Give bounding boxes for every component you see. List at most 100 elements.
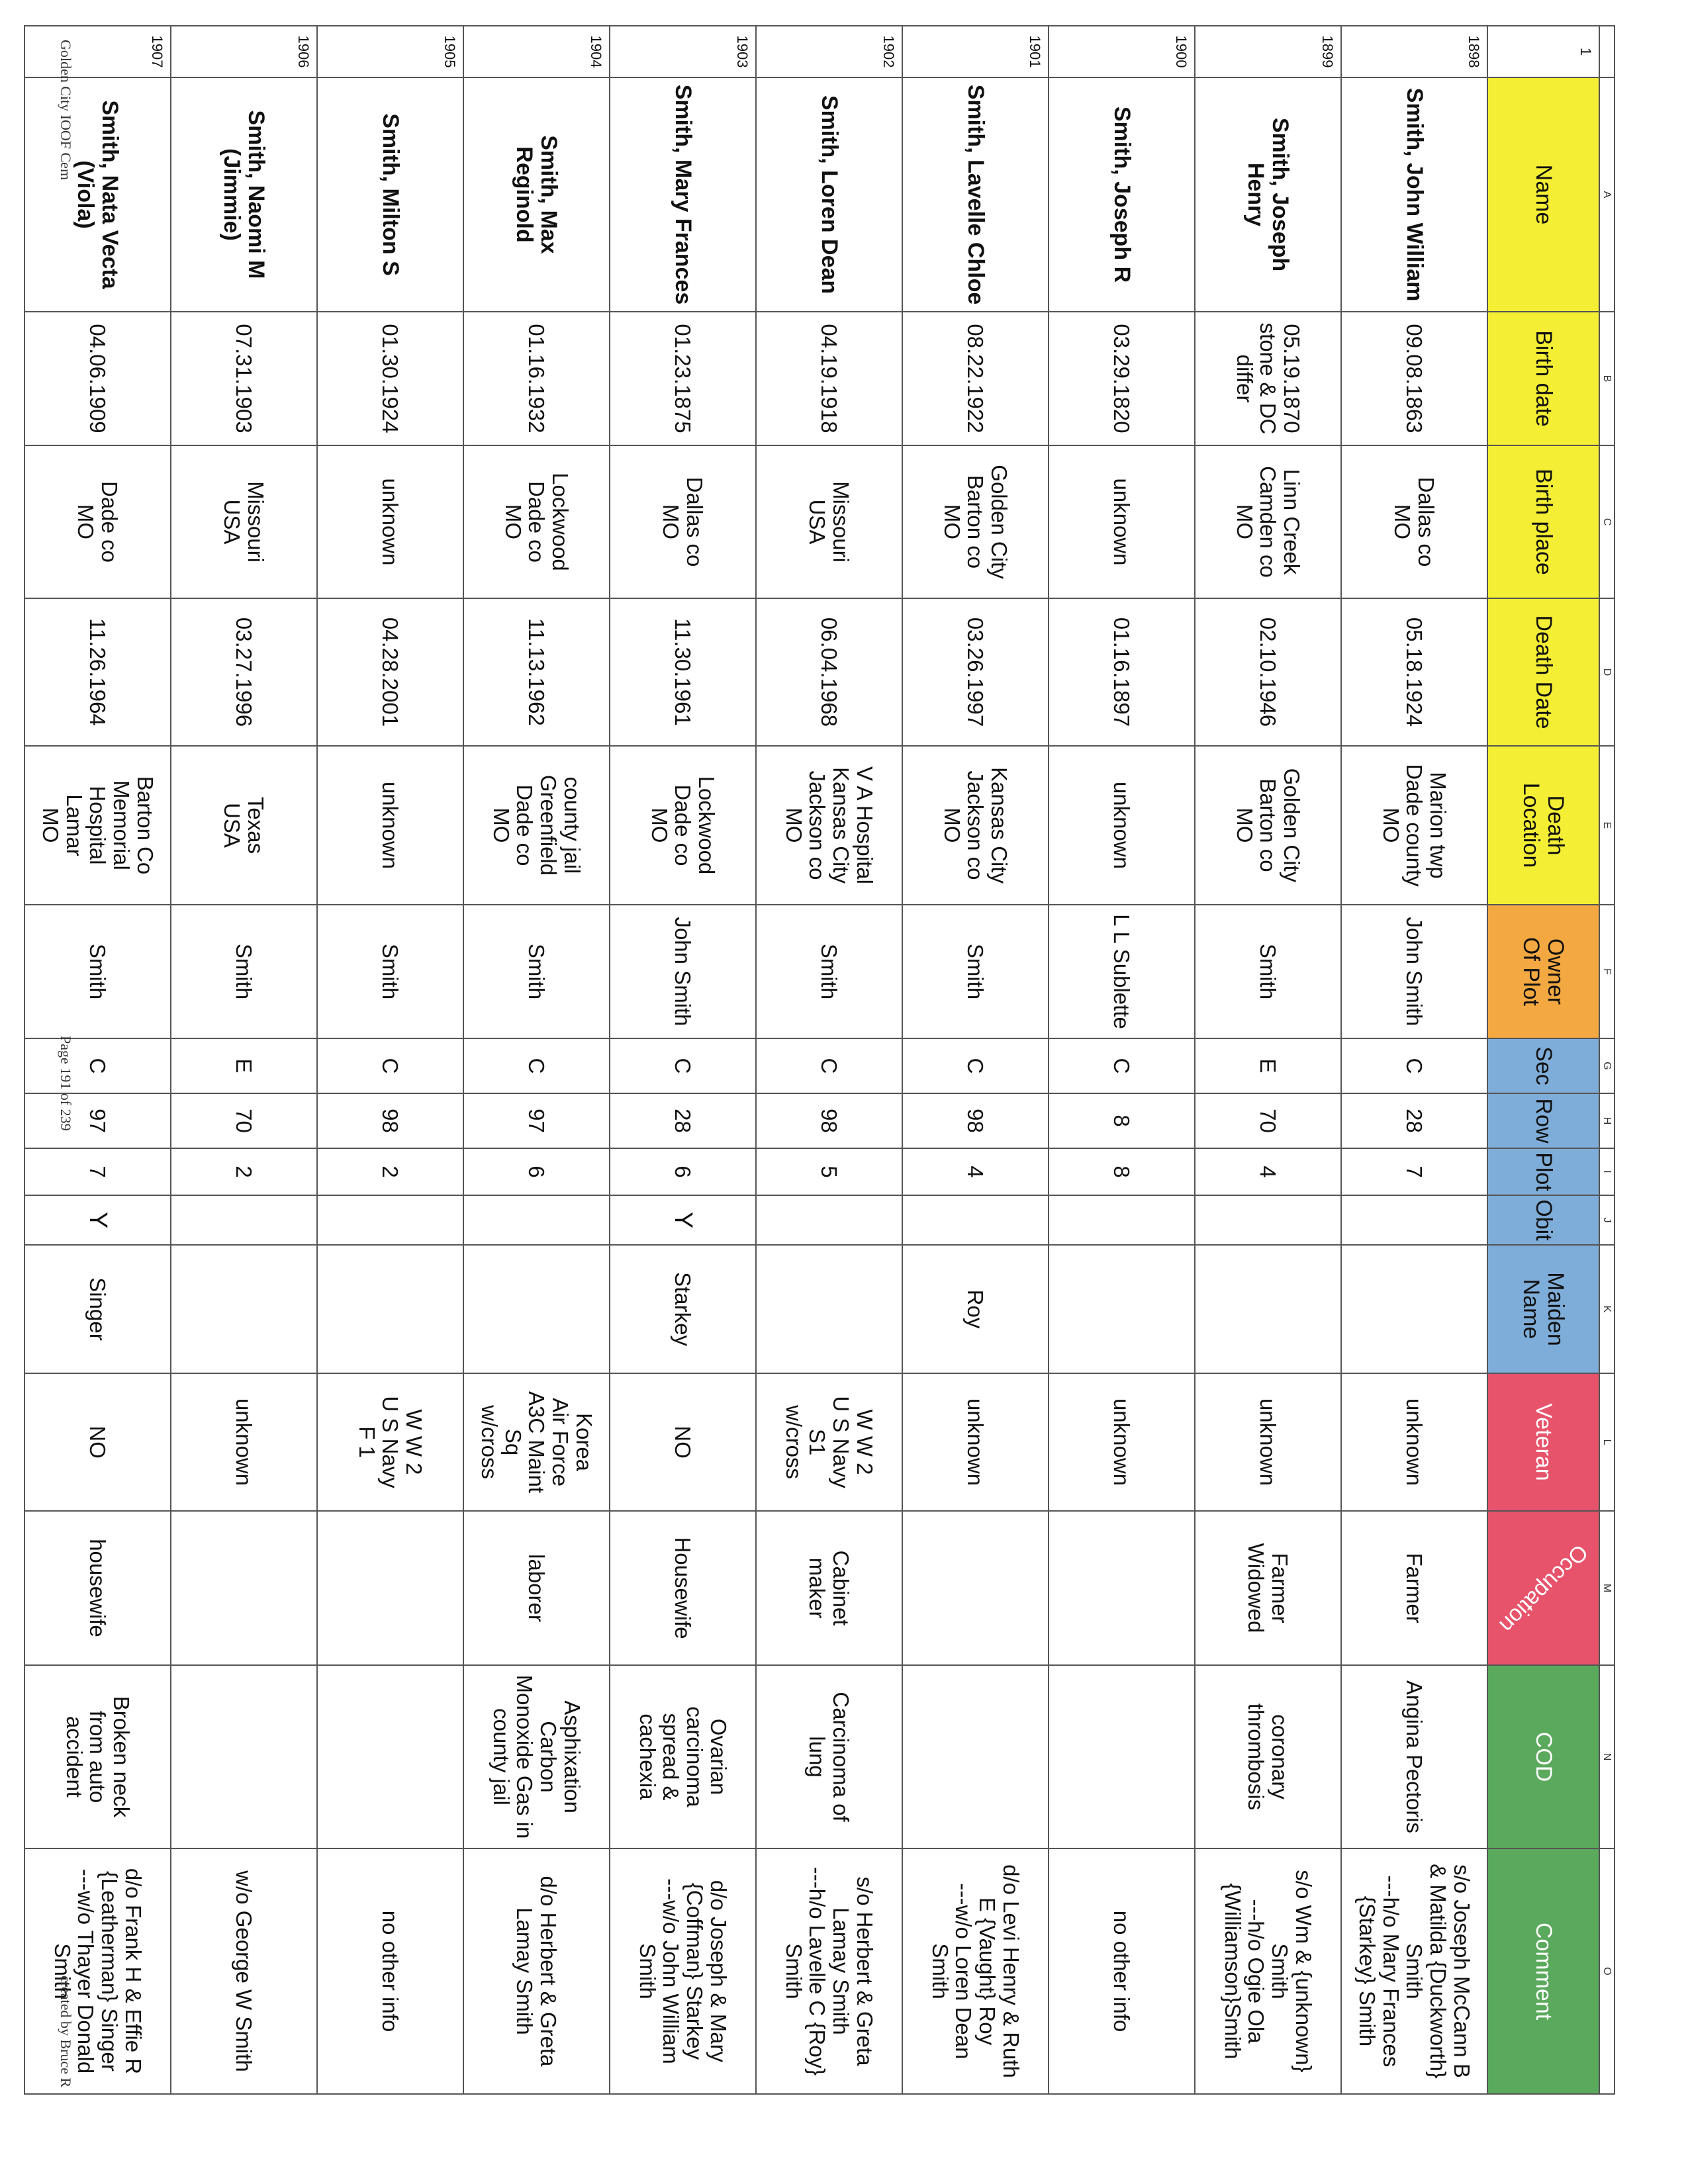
table-cell: Linn Creek Camden co MO [1195,445,1341,598]
table-cell: Smith [1195,905,1341,1038]
table-cell: 2 [317,1148,463,1195]
table-cell [756,1245,902,1373]
column-letter: J [1599,1195,1615,1245]
table-cell: w/o George W Smith [171,1848,317,2094]
column-header: Sec [1487,1038,1599,1093]
table-cell: d/o Levi Henry & Ruth E {Vaught} Roy ---… [902,1848,1049,2094]
row-number: 1 [1487,26,1599,77]
table-cell: V A Hospital Kansas City Jackson co MO [756,746,902,905]
table-cell: Smith [463,905,610,1038]
table-cell: Texas USA [171,746,317,905]
table-cell: unknown [317,746,463,905]
table-cell: Ovarian carcinoma spread & cachexia [610,1665,756,1848]
table-cell: C [1049,1038,1195,1093]
table-cell [317,1245,463,1373]
table-cell [317,1511,463,1665]
table-cell: Y [610,1195,756,1245]
column-letter: C [1599,445,1615,598]
table-cell: unknown [1341,1373,1487,1511]
table-cell: 08.22.1922 [902,312,1049,445]
table-cell: Singer [24,1245,171,1373]
table-cell: Farmer [1341,1511,1487,1665]
row-number: 1898 [1341,26,1487,77]
table-cell: 28 [610,1093,756,1148]
table-cell: s/o Wm & {unknown} Smith ---h/o Ogie Ola… [1195,1848,1341,2094]
column-letter: N [1599,1665,1615,1848]
table-cell: Missouri USA [171,445,317,598]
table-cell: Golden City Barton co MO [902,445,1049,598]
table-cell: 8 [1049,1093,1195,1148]
table-cell: 11.30.1961 [610,598,756,746]
column-letter: D [1599,598,1615,746]
table-cell: 7 [1341,1148,1487,1195]
table-cell: 98 [902,1093,1049,1148]
table-cell: 2 [171,1148,317,1195]
table-cell: Smith, Joseph R [1049,77,1195,312]
table-cell: 98 [756,1093,902,1148]
table-cell: Cabinet maker [756,1511,902,1665]
column-header: Occupation [1487,1511,1599,1665]
table-cell: NO [24,1373,171,1511]
column-header: Maiden Name [1487,1245,1599,1373]
table-cell: housewife [24,1511,171,1665]
table-cell [463,1195,610,1245]
column-letter: E [1599,746,1615,905]
column-header: Plot [1487,1148,1599,1195]
table-cell: s/o Herbert & Greta Lamay Smith ---h/o L… [756,1848,902,2094]
table-cell: 11.26.1964 [24,598,171,746]
table-cell: 4 [902,1148,1049,1195]
column-header: Name [1487,77,1599,312]
column-letter: A [1599,77,1615,312]
table-cell: Smith, Lavelle Chloe [902,77,1049,312]
table-cell: 09.08.1863 [1341,312,1487,445]
table-cell: 8 [1049,1148,1195,1195]
table-cell [171,1245,317,1373]
table-cell: unknown [1049,746,1195,905]
table-cell [902,1511,1049,1665]
table-cell: s/o Joseph McCann B & Matilda {Duckworth… [1341,1848,1487,2094]
table-cell: laborer [463,1511,610,1665]
table-row: 1901 Smith, Lavelle Chloe 08.22.1922 Golden… [902,26,1049,2094]
table-cell: Smith, Nata Vecta (Viola) [24,77,171,312]
table-cell [1341,1245,1487,1373]
table-row: 1902 Smith, Loren Dean 04.19.1918 Missouri … [756,26,902,2094]
row-number: 1906 [171,26,317,77]
table-cell: Smith, Mary Frances [610,77,756,312]
table-cell: Kansas City Jackson co MO [902,746,1049,905]
table-cell [317,1195,463,1245]
table-cell: 04.28.2001 [317,598,463,746]
column-header: Obit [1487,1195,1599,1245]
table-cell: John Smith [610,905,756,1038]
table-cell: 05.18.1924 [1341,598,1487,746]
table-cell: C [902,1038,1049,1093]
table-cell [1049,1245,1195,1373]
table-cell: Carcinoma of lung [756,1665,902,1848]
table-cell [756,1195,902,1245]
table-cell: d/o Joseph & Mary {Coffman} Starkey ---w… [610,1848,756,2094]
table-cell: John Smith [1341,905,1487,1038]
table-row: 1906 Smith, Naomi M (Jimmie) 07.31.1903 Mis… [171,26,317,2094]
column-header: Birth place [1487,445,1599,598]
column-letter: O [1599,1848,1615,2094]
table-cell [1049,1665,1195,1848]
table-cell: W W 2 U S Navy S1 w/cross [756,1373,902,1511]
table-cell [171,1195,317,1245]
table-cell: 97 [24,1093,171,1148]
column-header: Birth date [1487,312,1599,445]
column-header: COD [1487,1665,1599,1848]
row-number: 1900 [1049,26,1195,77]
table-row: 1899 Smith, Joseph Henry 05.19.1870 stone … [1195,26,1341,2094]
column-letter [1599,26,1615,77]
table-cell: C [463,1038,610,1093]
table-cell: L L Sublette [1049,905,1195,1038]
table-cell [463,1245,610,1373]
table-cell: 6 [610,1148,756,1195]
row-number: 1905 [317,26,463,77]
table-cell: W W 2 U S Navy F 1 [317,1373,463,1511]
column-header: Death Date [1487,598,1599,746]
column-letter: G [1599,1038,1615,1093]
table-cell: Smith, Naomi M (Jimmie) [171,77,317,312]
table-cell [171,1511,317,1665]
table-cell: 07.31.1903 [171,312,317,445]
table-cell: 01.16.1897 [1049,598,1195,746]
